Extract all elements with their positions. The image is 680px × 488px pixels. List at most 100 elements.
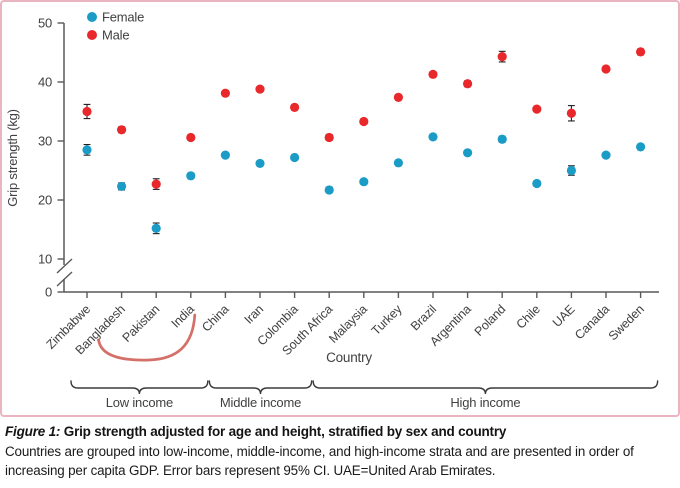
data-point-group-male-pakistan <box>151 178 161 190</box>
x-tick-label-brazil: Brazil <box>408 302 439 333</box>
y-tick-label: 50 <box>38 16 52 31</box>
data-point-female-chile <box>532 178 542 189</box>
data-point-male-poland <box>497 52 507 62</box>
income-label-middle-income: Middle income <box>220 395 301 410</box>
data-point-male-argentina <box>463 79 473 89</box>
data-point-female-pakistan <box>151 223 161 233</box>
data-point-female-poland <box>497 134 507 144</box>
x-tick-label-poland: Poland <box>472 302 509 339</box>
data-point-group-male-iran <box>255 84 265 94</box>
data-point-male-pakistan <box>151 179 161 189</box>
data-point-female-malaysia <box>359 177 369 187</box>
x-tick-label-malaysia: Malaysia <box>326 302 370 346</box>
data-point-female-brazil <box>428 132 438 142</box>
data-point-male-iran <box>255 84 265 94</box>
data-point-group-female-chile <box>532 178 542 189</box>
data-point-group-female-south-africa <box>324 185 334 195</box>
x-tick-label-uae: UAE <box>550 302 578 330</box>
data-point-male-brazil <box>428 69 438 79</box>
figure-panel: 0 10 20 30 40 50 Zimbabwe Bangladesh Pakistan Ind… <box>0 0 680 417</box>
caption-title: Figure 1: Grip strength adjusted for age… <box>5 423 675 441</box>
axis-break-icon <box>56 271 73 287</box>
data-point-group-male-uae <box>566 105 577 122</box>
data-point-female-turkey <box>393 158 403 168</box>
data-point-female-zimbabwe <box>82 145 92 155</box>
data-point-male-china <box>220 88 230 98</box>
y-axis-title: Grip strength (kg) <box>5 109 20 207</box>
data-point-group-female-zimbabwe <box>82 143 92 156</box>
data-point-male-turkey <box>393 92 403 102</box>
figure-caption: Figure 1: Grip strength adjusted for age… <box>5 423 675 480</box>
data-point-group-male-argentina <box>463 79 473 89</box>
income-brace-middle-income <box>208 380 313 395</box>
data-point-male-uae <box>566 108 577 118</box>
axis-break-icon <box>56 258 73 274</box>
data-point-male-south-africa <box>324 132 334 143</box>
y-tick-label: 30 <box>38 134 52 149</box>
data-point-group-female-argentina <box>463 148 473 158</box>
data-point-group-male-canada <box>601 64 611 74</box>
data-point-group-female-uae <box>566 165 577 176</box>
data-point-group-male-sweden <box>636 47 646 57</box>
data-point-group-male-zimbabwe <box>82 103 92 120</box>
caption-title-text: Grip strength adjusted for age and heigh… <box>60 424 507 439</box>
data-point-female-iran <box>255 158 265 169</box>
y-tick-label: 40 <box>38 75 52 90</box>
data-point-female-argentina <box>463 148 473 158</box>
data-point-male-bangladesh <box>117 125 127 135</box>
data-point-male-colombia <box>290 102 300 112</box>
legend-label-female: Female <box>102 10 144 25</box>
income-brace-high-income <box>312 380 659 395</box>
data-point-group-female-iran <box>255 158 265 169</box>
x-tick-label-chile: Chile <box>514 302 544 332</box>
data-point-male-zimbabwe <box>82 106 92 117</box>
data-point-group-female-pakistan <box>151 222 161 235</box>
income-label-high-income: High income <box>450 395 520 410</box>
legend-item-female <box>87 12 97 22</box>
data-point-female-india <box>186 171 196 181</box>
annotation-underline <box>97 313 197 362</box>
data-point-group-female-canada <box>601 150 611 160</box>
x-tick-label-sweden: Sweden <box>606 302 647 343</box>
data-point-group-female-malaysia <box>359 177 369 187</box>
data-point-female-uae <box>566 165 577 176</box>
legend-label-male: Male <box>102 28 129 43</box>
data-point-group-female-bangladesh <box>117 181 127 192</box>
income-label-low-income: Low income <box>106 395 173 410</box>
x-tick-label-canada: Canada <box>572 302 612 342</box>
data-point-group-female-sweden <box>636 142 646 152</box>
data-point-group-male-south-africa <box>324 132 334 143</box>
data-point-group-male-turkey <box>393 92 403 102</box>
legend <box>87 12 97 40</box>
data-point-male-sweden <box>636 47 646 57</box>
data-point-female-colombia <box>290 152 300 163</box>
data-point-group-female-brazil <box>428 132 438 142</box>
x-tick-label-china: China <box>199 302 231 334</box>
data-point-group-male-colombia <box>290 102 300 112</box>
data-point-female-bangladesh <box>117 181 127 192</box>
data-point-group-male-china <box>220 88 230 98</box>
data-point-group-male-india <box>186 132 196 143</box>
data-point-group-male-chile <box>532 104 542 114</box>
x-tick-label-turkey: Turkey <box>369 302 405 338</box>
legend-marker-male <box>87 30 97 40</box>
caption-figure-label: Figure 1: <box>5 424 61 439</box>
data-point-female-china <box>220 150 230 160</box>
y-tick-label: 10 <box>38 252 52 267</box>
y-tick-label: 0 <box>45 285 52 300</box>
data-point-female-south-africa <box>324 185 334 195</box>
data-point-group-female-colombia <box>290 152 300 163</box>
data-point-female-canada <box>601 150 611 160</box>
data-point-male-chile <box>532 104 542 114</box>
caption-body: Countries are grouped into low-income, m… <box>5 444 634 479</box>
x-axis-title: Country <box>326 350 372 365</box>
data-point-male-india <box>186 132 196 143</box>
x-tick-label-pakistan: Pakistan <box>120 302 163 345</box>
data-point-group-female-china <box>220 150 230 160</box>
data-point-female-sweden <box>636 142 646 152</box>
data-point-group-male-poland <box>497 50 507 63</box>
data-point-group-female-poland <box>497 134 507 144</box>
data-point-male-malaysia <box>359 116 369 127</box>
data-point-group-male-malaysia <box>359 116 369 127</box>
